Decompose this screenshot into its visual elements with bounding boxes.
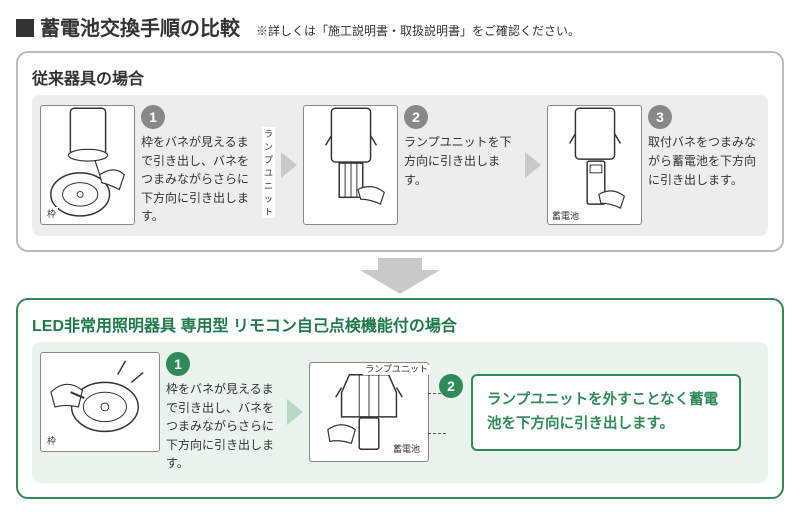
led-step-2-callout: ランプユニットを外すことなく蓄電池を下方向に引き出します。 bbox=[471, 374, 741, 451]
led-steps-area: 枠 1 枠をバネが見えるまで引き出し、バネをつまみながらさらに下方向に引き出しま… bbox=[32, 342, 768, 483]
header-note: ※詳しくは「施工説明書・取扱説明書」をご確認ください。 bbox=[256, 22, 580, 39]
conv-step-1-badge: 1 bbox=[141, 105, 165, 129]
led-step-2-body: 2 ランプユニットを外すことなく蓄電池を下方向に引き出します。 bbox=[439, 374, 741, 451]
conv-step-2: 2 ランプユニットを下方向に引き出します。 bbox=[303, 105, 519, 225]
label-lamp-unit-1: ランプユニット bbox=[262, 127, 275, 218]
lead-line-icon bbox=[428, 393, 446, 394]
conv-step-3-badge: 3 bbox=[648, 105, 672, 129]
down-arrow-icon bbox=[16, 258, 784, 294]
label-lamp-unit-2: ランプユニット bbox=[363, 365, 430, 375]
conventional-steps-area: 枠 1 枠をバネが見えるまで引き出し、バネをつまみながらさらに下方向に引き出しま… bbox=[32, 95, 768, 236]
conv-step-2-illus bbox=[303, 105, 398, 225]
panel-conventional: 従来器具の場合 枠 1 枠をバネが見えるまで引き出し、バネをつまみながらさらに下… bbox=[16, 51, 784, 252]
led-step-1: 枠 1 枠をバネが見えるまで引き出し、バネをつまみながらさらに下方向に引き出しま… bbox=[40, 352, 281, 473]
conv-step-2-body: 2 ランプユニットを下方向に引き出します。 bbox=[404, 105, 519, 189]
label-battery-2: 蓄電池 bbox=[391, 442, 422, 455]
title-square-icon bbox=[16, 19, 34, 37]
label-battery-1: 蓄電池 bbox=[550, 209, 581, 222]
conv-step-1-illus: 枠 bbox=[40, 105, 135, 225]
panel-conventional-title: 従来器具の場合 bbox=[32, 65, 768, 89]
conv-step-3: 蓄電池 3 取付バネをつまみながら蓄電池を下方向に引き出します。 bbox=[547, 105, 763, 225]
conv-step-1-body: 1 枠をバネが見えるまで引き出し、バネをつまみながらさらに下方向に引き出します。 bbox=[141, 105, 256, 226]
lead-line-icon bbox=[428, 433, 446, 434]
conv-step-2-badge: 2 bbox=[404, 105, 428, 129]
conv-step-2-text: ランプユニットを下方向に引き出します。 bbox=[404, 133, 519, 189]
led-step-1-body: 1 枠をバネが見えるまで引き出し、バネをつまみながらさらに下方向に引き出します。 bbox=[166, 352, 281, 473]
arrow-icon bbox=[525, 152, 541, 178]
led-step-1-badge: 1 bbox=[166, 352, 190, 376]
panel-led-title: LED非常用照明器具 専用型 リモコン自己点検機能付の場合 bbox=[32, 312, 768, 336]
main-title-wrap: 蓄電池交換手順の比較 bbox=[16, 12, 240, 41]
panel-led: LED非常用照明器具 専用型 リモコン自己点検機能付の場合 枠 1 枠をバネが見… bbox=[16, 298, 784, 499]
label-frame-2: 枠 bbox=[45, 434, 58, 447]
conv-step-3-text: 取付バネをつまみながら蓄電池を下方向に引き出します。 bbox=[648, 133, 763, 189]
header: 蓄電池交換手順の比較 ※詳しくは「施工説明書・取扱説明書」をご確認ください。 bbox=[16, 12, 784, 41]
arrow-icon bbox=[281, 152, 297, 178]
main-title: 蓄電池交換手順の比較 bbox=[40, 18, 240, 40]
label-frame: 枠 bbox=[45, 207, 58, 220]
led-step-1-text: 枠をバネが見えるまで引き出し、バネをつまみながらさらに下方向に引き出します。 bbox=[166, 380, 281, 473]
conv-step-3-body: 3 取付バネをつまみながら蓄電池を下方向に引き出します。 bbox=[648, 105, 763, 189]
led-step-2-illus: ランプユニット 蓄電池 bbox=[309, 362, 429, 462]
conv-step-1-text: 枠をバネが見えるまで引き出し、バネをつまみながらさらに下方向に引き出します。 bbox=[141, 133, 256, 226]
led-step-1-illus: 枠 bbox=[40, 352, 160, 452]
arrow-icon bbox=[287, 399, 303, 425]
conv-step-3-illus: 蓄電池 bbox=[547, 105, 642, 225]
conv-step-1: 枠 1 枠をバネが見えるまで引き出し、バネをつまみながらさらに下方向に引き出しま… bbox=[40, 105, 256, 226]
